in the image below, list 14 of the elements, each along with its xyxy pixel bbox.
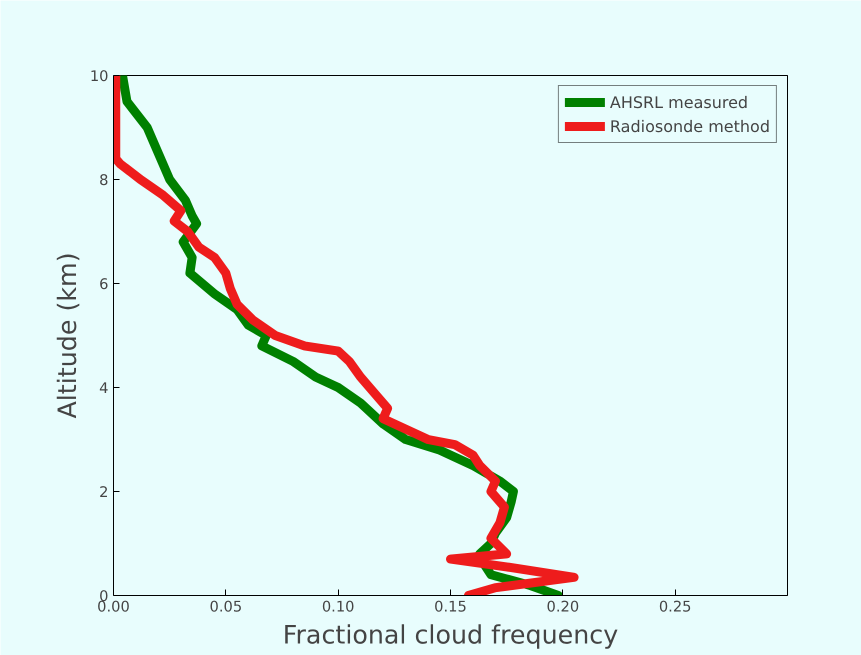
y-tick-label: 4 [99,380,109,397]
legend-label: AHSRL measured [610,92,748,112]
x-tick-label: 0.10 [322,598,354,616]
y-tick-label: 6 [99,276,109,293]
x-tick-label: 0.20 [546,598,580,616]
x-tick-label: 0.25 [658,598,692,616]
x-tick-label: 0.15 [434,598,467,616]
y-tick-label: 10 [90,68,109,85]
legend-label: Radiosonde method [610,116,770,136]
x-axis-title: Fractional cloud frequency [282,620,618,650]
y-tick-label: 2 [99,484,109,501]
y-tick-label: 8 [99,172,109,189]
y-axis-title: Altitude (km) [52,252,82,419]
x-tick-label: 0.05 [210,598,242,616]
